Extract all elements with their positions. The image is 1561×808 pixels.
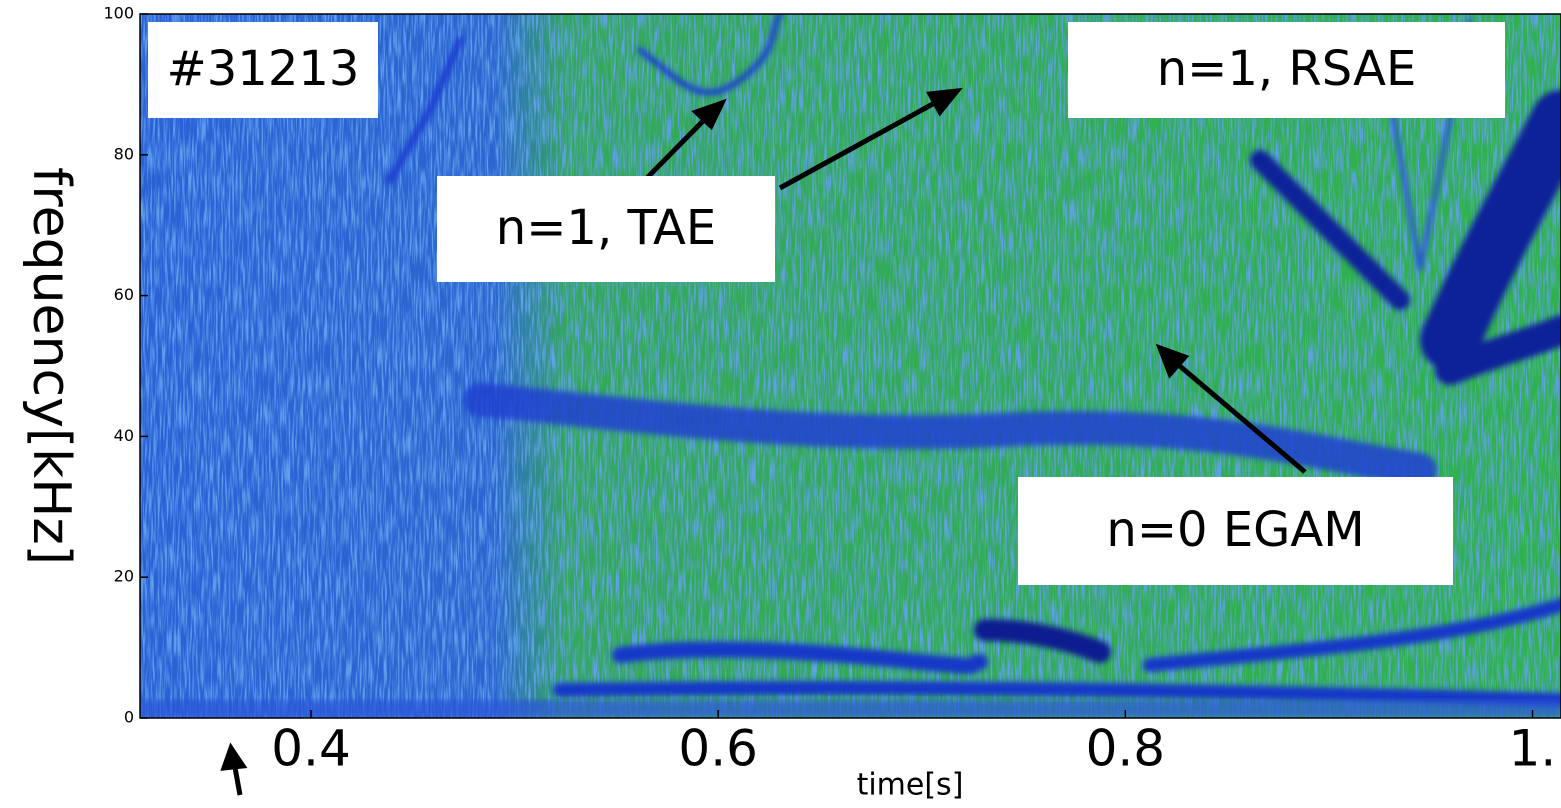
y-tick-label: 20 [114,567,134,586]
x-tick-label: 0.8 [1086,720,1166,778]
arrowhead [220,742,248,771]
spectrogram-noise [140,14,1561,718]
annotation: n=1, RSAE [1157,41,1417,97]
spectrogram-feature [637,14,783,96]
y-tick-label: 100 [103,4,134,23]
spectrogram-feature [1143,598,1561,672]
arrowhead [925,87,963,117]
plot-frame [139,13,1561,719]
annotation-box [148,22,378,118]
spectrogram-feature [1420,90,1561,370]
y-tick-label: 40 [114,426,134,445]
x-tick-label: 0.6 [678,720,758,778]
annotation: n=0 EGAM [1106,502,1364,558]
spectrogram-feature [386,36,464,184]
arrowhead [691,98,727,131]
x-axis-label: time[s] [857,768,964,803]
annotation-box [1068,22,1505,118]
spectrogram-feature [553,681,1561,707]
arrowhead [1155,343,1190,379]
annotation-box [437,176,775,282]
spectrogram-feature [140,700,1561,718]
spectrogram [140,14,1561,718]
annotation: n=1, TAE [496,200,716,256]
annotation: #31213 [167,41,360,97]
spectrogram-feature [612,641,988,674]
x-tick-label: 0.4 [271,720,351,778]
arrow [778,97,942,191]
arrows [220,87,1307,796]
y-tick-label: 80 [114,144,134,163]
spectrogram-feature [463,383,1437,487]
annotation-box [1018,477,1453,585]
spectrogram-feature [974,619,1111,663]
arrow [1173,360,1307,474]
y-axis-label: frequency[kHz] [21,167,81,565]
y-tick-label: 0 [124,708,134,727]
spectrogram-feature [1435,315,1561,385]
spectrogram-feature [1250,150,1410,310]
x-tick-label: 1. [1509,720,1557,778]
y-tick-label: 60 [114,285,134,304]
